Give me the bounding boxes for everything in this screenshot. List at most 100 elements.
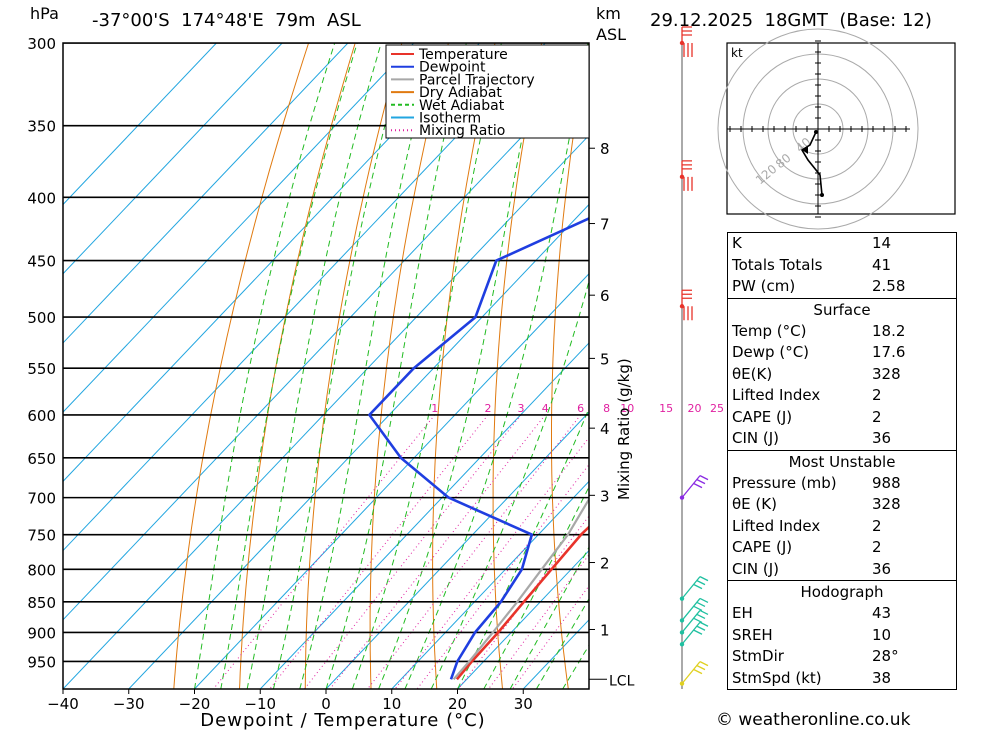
hodograph-ring (717, 28, 919, 230)
wet-adiabat-line (325, 43, 467, 689)
isotherm-line (63, 43, 546, 552)
wind-barb (681, 597, 709, 621)
x-tick-label: 20 (448, 695, 467, 713)
wet-adiabat-line (246, 43, 382, 689)
mixing-ratio-line (416, 463, 589, 689)
indices-table: K 14 Totals Totals 41 PW (cm) 2.58 Surface Te… (727, 232, 957, 690)
isotherm-line (63, 43, 349, 344)
surface-label: θE(K) (732, 364, 773, 383)
dry-adiabat-line (173, 43, 310, 689)
most-unstable-row: Lifted Index 2 (728, 516, 956, 538)
wet-adiabat-line (220, 43, 358, 689)
most-unstable-label: θE (K) (732, 495, 777, 513)
pressure-tick-label: 750 (27, 527, 56, 545)
hodograph-stat-value: 10 (872, 625, 892, 644)
hpa-label: hPa (30, 4, 59, 23)
index-label: PW (cm) (732, 277, 796, 295)
surface-row: CAPE (J) 2 (728, 407, 956, 429)
copyright: © weatheronline.co.uk (716, 710, 911, 730)
most-unstable-label: Lifted Index (732, 516, 821, 535)
index-label: K (732, 234, 742, 252)
dry-adiabat-line (663, 43, 700, 689)
mixing-ratio-value-label: 25 (710, 402, 724, 415)
pressure-tick-label: 800 (27, 561, 56, 579)
wind-barb (681, 475, 709, 499)
x-tick-label: −30 (113, 695, 145, 713)
most-unstable-value: 2 (872, 516, 882, 535)
pressure-tick-label: 450 (27, 253, 56, 271)
storm-motion-marker (802, 146, 808, 154)
hodograph-stat-row: SREH 10 (728, 625, 956, 647)
km-tick-label: 2 (600, 555, 610, 573)
pressure-tick-label: 600 (27, 407, 56, 425)
hodograph-trace (800, 131, 823, 196)
index-value: 41 (872, 255, 892, 274)
index-value: 14 (872, 234, 892, 252)
x-tick-label: −40 (47, 695, 79, 713)
pressure-tick-label: 650 (27, 450, 56, 468)
surface-value: 2 (872, 386, 882, 404)
mixing-ratio-value-label: 2 (485, 402, 492, 415)
mixing-ratio-value-label: 10 (620, 402, 634, 415)
wet-adiabat-line (457, 407, 589, 689)
index-value: 2.58 (872, 277, 906, 295)
surface-row: Temp (°C) 18.2 (728, 321, 956, 343)
mixing-ratio-line (488, 553, 589, 689)
hodograph-point (820, 193, 824, 197)
mixing-ratio-value-label: 1 (431, 402, 438, 415)
dry-adiabat-line (369, 43, 449, 689)
index-row: Totals Totals 41 (728, 255, 956, 277)
km-tick-label: 5 (600, 350, 610, 368)
km-tick-label: 1 (600, 621, 610, 639)
most-unstable-value: 988 (872, 473, 901, 492)
legend-label: Temperature (418, 47, 508, 63)
surface-value: 36 (872, 429, 892, 447)
hodograph-stat-label: StmSpd (kt) (732, 668, 822, 687)
surface-label: CAPE (J) (732, 407, 793, 426)
x-tick-label: 30 (514, 695, 533, 713)
most-unstable-label: Pressure (mb) (732, 473, 837, 492)
pressure-tick-label: 850 (27, 594, 56, 612)
surface-title: Surface (728, 297, 956, 321)
surface-value: 328 (872, 364, 901, 383)
most-unstable-label: CIN (J) (732, 559, 780, 578)
wet-adiabat-line (194, 43, 336, 689)
most-unstable-label: CAPE (J) (732, 538, 793, 556)
x-tick-label: −10 (244, 695, 276, 713)
hodograph-stat-row: StmSpd (kt) 38 (728, 668, 956, 690)
surface-row: θE(K) 328 (728, 364, 956, 386)
km-tick-label: 7 (600, 216, 610, 234)
dry-adiabat-line (551, 43, 589, 689)
legend-box (385, 44, 590, 139)
isotherm-line (63, 134, 589, 689)
hodograph-unit-label: kt (731, 46, 743, 60)
surface-value: 18.2 (872, 321, 906, 340)
km-tick-label: 4 (600, 420, 610, 438)
mixing-ratio-value-label: 4 (542, 402, 549, 415)
most-unstable-value: 2 (872, 538, 882, 556)
plot-frame (62, 42, 590, 690)
isotherm-line (63, 43, 415, 413)
legend-label: Isotherm (419, 111, 481, 127)
mixing-ratio-line (213, 414, 436, 689)
pressure-tick-label: 550 (27, 360, 56, 378)
km-tick-label: 8 (600, 140, 610, 158)
isotherm-line (128, 203, 589, 689)
x-tick-label: 0 (321, 695, 331, 713)
most-unstable-row: θE (K) 328 (728, 494, 956, 516)
x-tick-label: 10 (382, 695, 401, 713)
asl-label: ASL (596, 25, 627, 44)
mixing-ratio-line (367, 414, 581, 689)
index-row: PW (cm) 2.58 (728, 276, 956, 298)
wet-adiabat-line (378, 43, 542, 689)
hodograph-stat-value: 38 (872, 668, 892, 687)
hodograph-stat-label: EH (732, 604, 753, 622)
most-unstable-row: Pressure (mb) 988 (728, 473, 956, 495)
mixing-ratio-line (329, 414, 546, 689)
isotherm-line (63, 43, 283, 275)
surface-row: Lifted Index 2 (728, 385, 956, 407)
mixing-ratio-value-label: 8 (603, 402, 610, 415)
legend-label: Wet Adiabat (419, 98, 505, 114)
isotherm-line (63, 65, 589, 621)
